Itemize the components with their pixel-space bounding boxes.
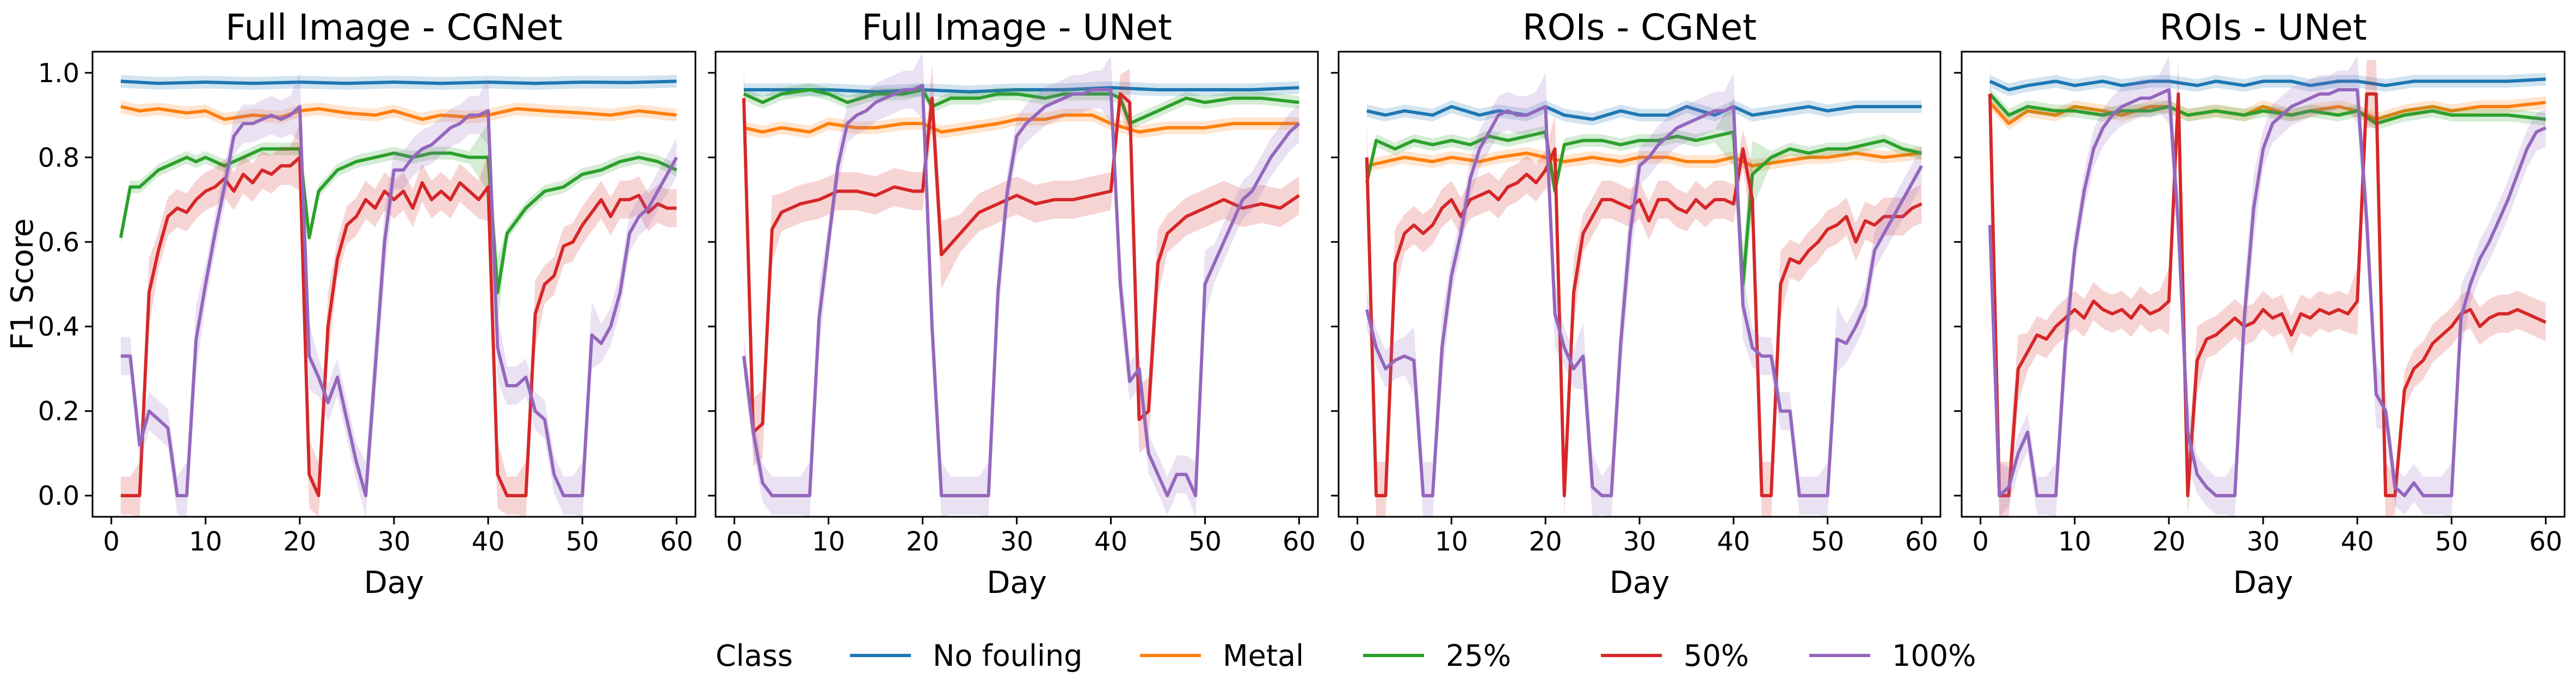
band-50pct bbox=[120, 123, 677, 517]
series-group bbox=[119, 72, 679, 517]
legend-item-100pct: 100% bbox=[1809, 639, 1976, 673]
series-line-100pct bbox=[1365, 105, 1924, 498]
legend-label: Metal bbox=[1223, 639, 1304, 673]
x-tick-label: 60 bbox=[1283, 527, 1316, 557]
series-line-no-fouling bbox=[120, 79, 677, 85]
y-tick-label: 0.0 bbox=[38, 481, 79, 511]
series-line-no-fouling bbox=[1366, 105, 1922, 121]
chart-panel-2: Full Image - UNet 0 10 20 30 40 50 60 Day bbox=[708, 7, 1319, 601]
x-tick-label: 10 bbox=[189, 527, 222, 557]
x-axis-label: Day bbox=[1610, 565, 1670, 601]
series-line-25pct bbox=[1365, 130, 1922, 286]
legend-label: 100% bbox=[1892, 639, 1976, 673]
series-line-metal bbox=[120, 105, 677, 121]
band-100pct bbox=[1989, 55, 2546, 517]
series-line-50pct bbox=[1365, 147, 1922, 498]
x-axis-label: Day bbox=[364, 565, 424, 601]
chart-panel-1: Full Image - CGNet 0 10 20 30 40 50 60 0.0 0.2 0.4… bbox=[5, 7, 697, 601]
plot-frame bbox=[91, 51, 697, 518]
x-tick-label: 0 bbox=[1972, 527, 1989, 557]
x-tick-label: 10 bbox=[2058, 527, 2091, 557]
legend-label: 25% bbox=[1446, 639, 1511, 673]
y-tick-label: 1.0 bbox=[38, 58, 79, 89]
band-100pct bbox=[120, 72, 677, 517]
legend-item-metal: Metal bbox=[1140, 639, 1304, 673]
band-100pct bbox=[1366, 72, 1922, 517]
x-tick-label: 50 bbox=[1188, 527, 1222, 557]
x-tick-label: 20 bbox=[283, 527, 316, 557]
series-group bbox=[1365, 72, 1924, 517]
chart-panels: Full Image - CGNet 0 10 20 30 40 50 60 0.0 0.2 0.4… bbox=[5, 7, 2566, 601]
x-tick-label: 50 bbox=[1811, 527, 1844, 557]
x-tick-label: 60 bbox=[2529, 527, 2562, 557]
chart-title: ROIs - CGNet bbox=[1523, 7, 1757, 48]
band-25pct bbox=[1989, 88, 2546, 130]
series-line-100pct bbox=[1988, 88, 2547, 498]
series-line-no-fouling bbox=[743, 86, 1299, 94]
y-tick-label: 0.6 bbox=[38, 227, 79, 258]
chart-panel-4: ROIs - UNet 0 10 20 30 40 50 60 Day bbox=[1954, 7, 2566, 601]
series-group bbox=[742, 52, 1301, 517]
x-tick-label: 60 bbox=[660, 527, 693, 557]
x-tick-label: 40 bbox=[2341, 527, 2374, 557]
x-axis-label: Day bbox=[987, 565, 1047, 601]
x-tick-label: 30 bbox=[377, 527, 410, 557]
band-metal bbox=[743, 108, 1299, 139]
x-tick-label: 20 bbox=[906, 527, 939, 557]
x-tick-label: 50 bbox=[566, 527, 599, 557]
series-line-25pct bbox=[119, 147, 677, 294]
band-no-fouling bbox=[1989, 72, 2546, 96]
x-tick-label: 0 bbox=[103, 527, 120, 557]
series-line-no-fouling bbox=[1989, 77, 2546, 91]
band-100pct bbox=[743, 52, 1299, 517]
x-tick-label: 30 bbox=[2246, 527, 2279, 557]
x-tick-label: 40 bbox=[1094, 527, 1127, 557]
band-50pct bbox=[1989, 60, 2546, 517]
legend-item-25pct: 25% bbox=[1363, 639, 1511, 673]
x-tick-label: 10 bbox=[812, 527, 845, 557]
chart-panel-3: ROIs - CGNet 0 10 20 30 40 50 60 Day bbox=[1331, 7, 1942, 601]
legend-label: No fouling bbox=[933, 639, 1082, 673]
series-line-100pct bbox=[742, 84, 1301, 498]
chart-title: Full Image - CGNet bbox=[225, 7, 562, 48]
x-tick-label: 40 bbox=[472, 527, 505, 557]
legend-label: 50% bbox=[1684, 639, 1749, 673]
legend-item-50pct: 50% bbox=[1601, 639, 1749, 673]
x-tick-label: 20 bbox=[1529, 527, 1562, 557]
x-tick-label: 30 bbox=[1000, 527, 1033, 557]
series-line-25pct bbox=[743, 88, 1299, 126]
legend-title: Class bbox=[716, 639, 793, 673]
legend: Class No fouling Metal 25% 50% 100% bbox=[716, 639, 1976, 673]
x-tick-label: 10 bbox=[1435, 527, 1468, 557]
x-tick-label: 60 bbox=[1905, 527, 1938, 557]
x-tick-label: 50 bbox=[2435, 527, 2468, 557]
series-line-metal bbox=[1366, 151, 1922, 168]
series-line-50pct bbox=[742, 92, 1301, 434]
x-tick-label: 0 bbox=[1349, 527, 1366, 557]
series-line-100pct bbox=[120, 105, 679, 498]
series-line-metal bbox=[1988, 101, 2546, 126]
y-tick-label: 0.8 bbox=[38, 143, 79, 173]
x-tick-label: 40 bbox=[1717, 527, 1750, 557]
x-tick-label: 0 bbox=[726, 527, 743, 557]
x-tick-label: 30 bbox=[1623, 527, 1656, 557]
x-tick-label: 20 bbox=[2152, 527, 2185, 557]
legend-item-no-fouling: No fouling bbox=[850, 639, 1082, 673]
y-axis-label: F1 Score bbox=[5, 218, 40, 350]
series-line-metal bbox=[743, 113, 1299, 134]
band-50pct bbox=[1366, 115, 1922, 517]
series-line-25pct bbox=[1988, 92, 2546, 126]
chart-title: Full Image - UNet bbox=[861, 7, 1172, 48]
series-line-50pct bbox=[1988, 92, 2547, 498]
chart-title: ROIs - UNet bbox=[2159, 7, 2367, 48]
y-tick-label: 0.2 bbox=[38, 397, 79, 427]
series-line-50pct bbox=[120, 156, 677, 498]
x-axis-label: Day bbox=[2233, 565, 2294, 601]
band-no-fouling bbox=[1366, 100, 1922, 126]
series-group bbox=[1988, 55, 2547, 517]
y-tick-label: 0.4 bbox=[38, 312, 79, 342]
